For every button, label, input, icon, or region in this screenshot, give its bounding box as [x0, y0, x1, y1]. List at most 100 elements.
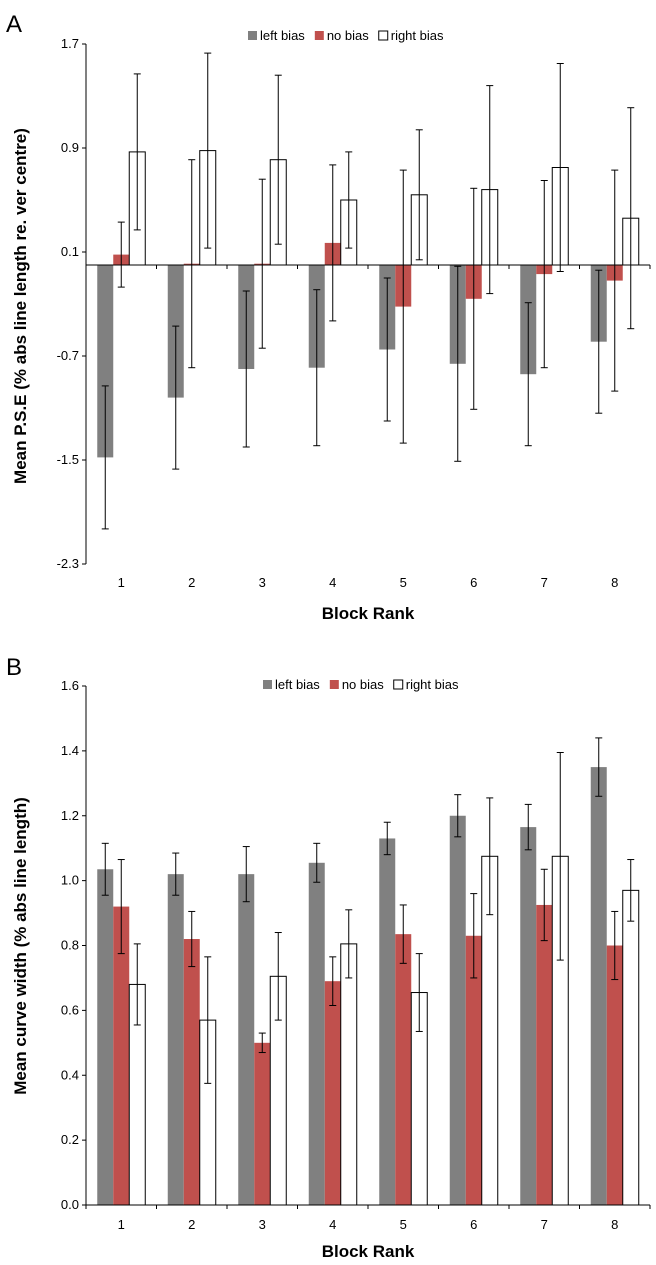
- panel-b-bar-no-bias-4: [324, 981, 341, 1205]
- panel-b-bar-no-bias-8: [606, 945, 623, 1205]
- panel-a-error-bar-left-bias-1: [101, 385, 109, 530]
- panel-a-error-bar-no-bias-8: [611, 169, 619, 392]
- panel-a-error-bar-left-bias-2: [172, 325, 180, 470]
- panel-b-error-bar-no-bias-6: [470, 893, 478, 979]
- panel-b-legend: left bias no bias right bias: [263, 677, 459, 692]
- panel-b-bar-left-bias-2: [167, 874, 184, 1205]
- panel-a-error-bar-right-bias-5: [415, 129, 423, 261]
- panel-b-bar-no-bias-2: [183, 939, 200, 1205]
- panel-b-bar-no-bias-3: [254, 1042, 271, 1205]
- panel-b-bar-no-bias-7: [536, 904, 553, 1205]
- panel-a-error-bar-left-bias-8: [595, 269, 603, 414]
- panel-b-x-tick-label: 5: [400, 1217, 407, 1232]
- panel-b-x-tick-label: 4: [329, 1217, 336, 1232]
- panel-b-bar-left-bias-3: [238, 874, 255, 1205]
- panel-a-error-bar-right-bias-8: [627, 107, 635, 330]
- panel-b-error-bar-left-bias-1: [101, 842, 109, 896]
- panel-a-x-tick-label: 5: [400, 575, 407, 590]
- panel-a-error-bar-left-bias-4: [313, 289, 321, 447]
- panel-a-legend-swatch-left-bias: [248, 31, 257, 40]
- panel-b-legend-label-left-bias: left bias: [275, 677, 320, 692]
- panel-b-bar-no-bias-6: [465, 935, 482, 1205]
- panel-b-error-bar-right-bias-1: [133, 943, 141, 1026]
- panel-b-bar-left-bias-5: [379, 838, 396, 1205]
- panel-b-legend-swatch-no-bias: [329, 680, 339, 689]
- panel-b-y-tick-label: 1.4: [61, 743, 79, 758]
- panel-b-error-bar-right-bias-3: [274, 932, 282, 1021]
- panel-a-legend-label-no-bias: no bias: [327, 28, 369, 43]
- panel-b-error-bar-right-bias-6: [486, 797, 494, 916]
- panel-b-y-tick-label: 0.8: [61, 938, 79, 953]
- panel-b-y-tick-label: 1.2: [61, 808, 79, 823]
- panel-b-error-bar-right-bias-8: [627, 859, 635, 922]
- panel-b-y-tick-label: 0.4: [61, 1067, 79, 1082]
- panel-b-x-tick-label: 1: [118, 1217, 125, 1232]
- panel-b-bar-left-bias-1: [97, 869, 114, 1205]
- panel-a-x-tick-label: 3: [259, 575, 266, 590]
- panel-b-letter: B: [6, 654, 22, 681]
- panel-b-error-bar-no-bias-5: [399, 904, 407, 964]
- panel-a-x-tick-label: 2: [188, 575, 195, 590]
- panel-b-error-bar-right-bias-7: [556, 751, 564, 961]
- panel-b-error-bar-right-bias-5: [415, 953, 423, 1032]
- panel-b-legend-swatch-right-bias: [393, 679, 404, 690]
- panel-a-error-bar-right-bias-6: [486, 85, 494, 295]
- panel-b-error-bar-left-bias-7: [524, 803, 532, 851]
- panel-b-error-bar-right-bias-4: [345, 909, 353, 979]
- panel-b-y-tick-label: 0.6: [61, 1002, 79, 1017]
- panel-b-error-bar-left-bias-8: [595, 737, 603, 797]
- panel-b-x-tick-label: 3: [259, 1217, 266, 1232]
- panel-b-y-tick-label: 1.6: [61, 678, 79, 693]
- panel-b-error-bar-no-bias-2: [188, 910, 196, 968]
- panel-a-error-bar-no-bias-6: [470, 187, 478, 410]
- panel-a-error-bar-right-bias-7: [556, 63, 564, 272]
- panel-a-error-bar-right-bias-2: [204, 52, 212, 249]
- panel-b-bar-right-bias-4: [340, 943, 358, 1206]
- panel-b-error-bar-left-bias-4: [313, 842, 321, 883]
- panel-a-x-tick-label: 4: [329, 575, 336, 590]
- panel-b-y-tick-label: 1.0: [61, 873, 79, 888]
- panel-a-x-axis-label: Block Rank: [322, 604, 415, 623]
- panel-a-error-bar-right-bias-1: [133, 73, 141, 231]
- panel-a: A left bias no bias right bias -2.3 -1.5 -0.…: [6, 11, 651, 623]
- panel-b-y-tick-label: 0.0: [61, 1197, 79, 1212]
- panel-b-x-tick-label: 2: [188, 1217, 195, 1232]
- panel-b-x-tick-label: 8: [611, 1217, 618, 1232]
- panel-b-bar-no-bias-5: [395, 934, 412, 1205]
- panel-a-error-bar-no-bias-3: [258, 178, 266, 349]
- panel-b-y-tick-label: 0.2: [61, 1132, 79, 1147]
- panel-a-legend-swatch-right-bias: [378, 30, 389, 41]
- panel-a-y-axis-label: Mean P.S.E (% abs line length re. ver ce…: [11, 128, 30, 484]
- panel-a-plot: -2.3 -1.5 -0.7 0.1 0.9 1.7 1 2 3 4 5 6 7 8: [57, 36, 651, 590]
- panel-a-y-tick-label: 0.9: [61, 140, 79, 155]
- panel-b-error-bar-no-bias-7: [540, 868, 548, 942]
- panel-a-error-bar-no-bias-4: [329, 164, 337, 322]
- panel-b-legend-label-no-bias: no bias: [342, 677, 384, 692]
- panel-b-error-bar-no-bias-1: [117, 859, 125, 955]
- panel-b: B left bias no bias right bias 0.0 0.2 0.4 0.…: [6, 654, 651, 1261]
- panel-a-error-bar-no-bias-1: [117, 221, 125, 288]
- panel-a-error-bar-no-bias-2: [188, 159, 196, 369]
- panel-b-bar-no-bias-1: [113, 906, 130, 1205]
- panel-a-y-tick-label: -2.3: [57, 556, 79, 571]
- panel-b-legend-swatch-left-bias: [263, 680, 272, 689]
- panel-b-bar-left-bias-8: [590, 767, 607, 1205]
- panel-b-legend-label-right-bias: right bias: [406, 677, 459, 692]
- panel-b-error-bar-no-bias-8: [611, 910, 619, 981]
- panel-b-error-bar-no-bias-4: [329, 956, 337, 1007]
- panel-b-error-bar-left-bias-2: [172, 852, 180, 896]
- panel-a-error-bar-right-bias-4: [345, 151, 353, 249]
- panel-a-legend-swatch-no-bias: [314, 31, 324, 40]
- panel-b-error-bar-left-bias-5: [383, 821, 391, 856]
- panel-a-x-tick-label: 7: [541, 575, 548, 590]
- panel-a-y-tick-label: -1.5: [57, 452, 79, 467]
- panel-b-plot: 0.0 0.2 0.4 0.6 0.8 1.0 1.2 1.4 1.6 1 2 3 4 5 6 7 8: [61, 678, 651, 1232]
- panel-a-error-bar-left-bias-7: [524, 302, 532, 447]
- panel-a-error-bar-no-bias-7: [540, 180, 548, 369]
- panel-a-x-tick-label: 6: [470, 575, 477, 590]
- panel-a-y-tick-label: -0.7: [57, 348, 79, 363]
- panel-b-bar-right-bias-8: [622, 889, 640, 1206]
- panel-a-legend: left bias no bias right bias: [248, 28, 444, 43]
- panel-a-legend-label-right-bias: right bias: [391, 28, 444, 43]
